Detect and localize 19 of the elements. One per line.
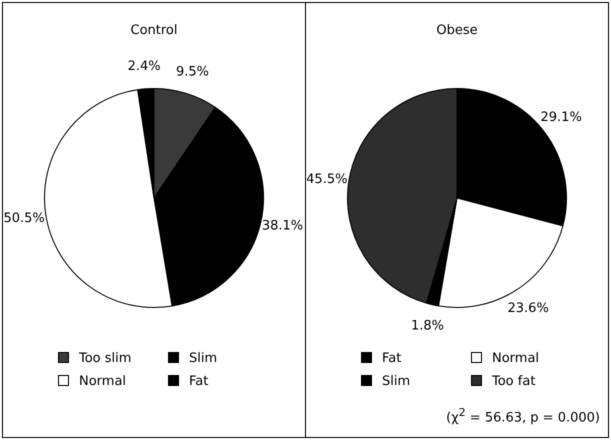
legend-label: Normal <box>78 374 128 389</box>
data-label: 45.5% <box>306 172 348 187</box>
text: (χ$^{2}$ = 56.63, p = 0.000) <box>446 406 600 425</box>
legend-label: Too slim <box>78 351 132 366</box>
data-label: 1.8% <box>410 318 444 334</box>
chart-title: Control <box>130 23 178 38</box>
data-label: 9.5% <box>176 64 209 80</box>
chart-title: Obese <box>435 23 479 38</box>
data-label: 29.1% <box>540 110 582 126</box>
data-label: 23.6% <box>508 300 549 316</box>
data-label: 38.1% <box>262 218 304 234</box>
legend-label: Fat <box>381 351 402 366</box>
data-label: 50.5% <box>3 211 45 226</box>
legend-label: Too fat <box>491 374 536 389</box>
data-label: 2.4% <box>128 59 161 74</box>
legend-label: Slim <box>188 351 218 366</box>
legend-label: Fat <box>188 374 210 389</box>
legend-label: Normal <box>491 351 540 366</box>
legend-label: Slim <box>381 374 412 389</box>
